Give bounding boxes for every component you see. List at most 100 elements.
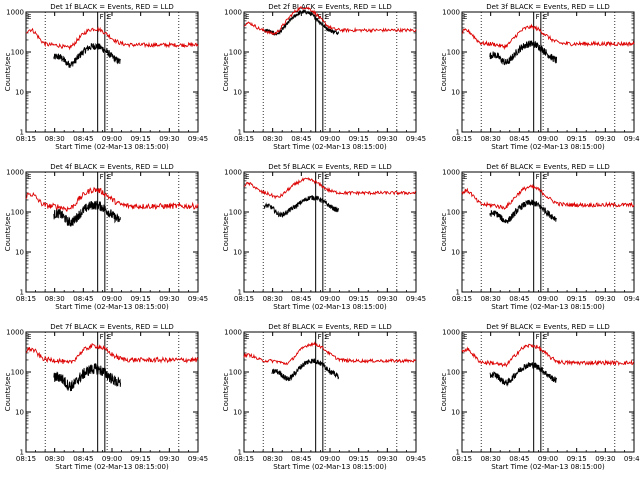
x-tick-label: 09:30 [595,455,615,463]
series-events [53,363,122,392]
x-tick-label: 08:30 [263,295,283,303]
y-tick-label: 100 [229,209,242,217]
flag-label-e: E [27,13,31,21]
y-axis-label: Counts/sec [222,373,230,412]
x-axis-label: Start Time (02-Mar-13 08:15:00) [273,143,387,151]
x-tick-label: 09:15 [567,455,587,463]
x-tick-label: 09:00 [320,295,340,303]
x-axis-label: Start Time (02-Mar-13 08:15:00) [55,143,169,151]
y-tick-label: 1 [20,129,24,137]
y-tick-label: 100 [229,369,242,377]
panel-det-2: Det 2f BLACK = Events, RED = LLD 08:15 08:… [222,3,426,151]
flag-label-f: F [536,13,540,21]
panel-title: Det 9f BLACK = Events, RED = LLD [486,323,609,331]
x-tick-label: 09:45 [624,135,640,143]
y-tick-label: 100 [11,49,24,57]
x-tick-label: 09:15 [131,295,151,303]
series-events [53,43,121,68]
x-tick-label: 09:45 [406,455,426,463]
y-tick-label: 100 [229,49,242,57]
plot-frame [25,11,199,133]
x-tick-label: 09:30 [377,135,397,143]
x-tick-label: 09:30 [377,455,397,463]
x-tick-label: 09:45 [188,295,208,303]
y-tick-label: 1000 [224,9,242,17]
panel-title: Det 2f BLACK = Events, RED = LLD [268,3,391,11]
panel-det-8: Det 8f BLACK = Events, RED = LLD 08:15 08:… [222,323,426,471]
x-tick-label: 08:45 [509,295,529,303]
y-tick-label: 1000 [442,169,460,177]
x-tick-label: 09:30 [159,135,179,143]
flag-label-e: E [27,333,31,341]
x-tick-label: 09:15 [567,295,587,303]
x-tick-label: 08:30 [45,455,65,463]
panel-title: Det 8f BLACK = Events, RED = LLD [268,323,391,331]
x-tick-label: 09:45 [188,135,208,143]
flag-label-e: E [325,13,329,21]
flag-label-e: E [463,13,467,21]
x-tick-label: 08:30 [481,135,501,143]
x-tick-label: 09:45 [406,135,426,143]
y-tick-label: 10 [451,89,460,97]
series-lld [243,177,417,200]
x-tick-label: 09:45 [624,295,640,303]
x-tick-label: 09:30 [159,295,179,303]
x-tick-label: 09:45 [188,455,208,463]
y-tick-label: 1 [456,129,460,137]
x-tick-label: 08:45 [291,295,311,303]
x-tick-label: 08:45 [73,455,93,463]
panel-det-7: Det 7f BLACK = Events, RED = LLD 08:15 08:… [4,323,208,471]
x-tick-label: 08:15 [16,295,36,303]
x-tick-label: 09:30 [159,455,179,463]
series-events [271,358,340,382]
series-events [263,195,340,218]
panel-title: Det 7f BLACK = Events, RED = LLD [50,323,173,331]
x-tick-label: 09:00 [538,455,558,463]
x-tick-label: 08:45 [509,135,529,143]
series-events [489,40,558,66]
flag-label-e: E [325,173,329,181]
plot-frame [461,331,635,453]
x-tick-label: 08:45 [73,295,93,303]
panel-title: Det 6f BLACK = Events, RED = LLD [486,163,609,171]
x-tick-label: 08:15 [234,455,254,463]
x-tick-label: 09:15 [131,135,151,143]
y-axis-label: Counts/sec [222,213,230,252]
series-lld [25,343,199,365]
y-tick-label: 10 [451,249,460,257]
x-tick-label: 08:45 [509,455,529,463]
x-tick-label: 09:45 [406,295,426,303]
flag-label-f: F [100,173,104,181]
flag-label-e: E [245,173,249,181]
flag-label-e: E [245,333,249,341]
x-tick-label: 08:15 [452,135,472,143]
flag-label-e: E [325,333,329,341]
series-events [489,199,557,224]
x-tick-label: 08:30 [481,295,501,303]
x-axis-label: Start Time (02-Mar-13 08:15:00) [55,463,169,471]
x-axis-label: Start Time (02-Mar-13 08:15:00) [273,303,387,311]
x-tick-label: 09:30 [595,135,615,143]
x-tick-label: 08:15 [452,455,472,463]
x-tick-label: 08:15 [16,455,36,463]
y-tick-label: 100 [447,369,460,377]
y-tick-label: 1 [456,449,460,457]
y-tick-label: 1 [20,289,24,297]
flag-label-e: E [463,173,467,181]
x-tick-label: 08:30 [481,455,501,463]
series-events [489,361,558,387]
y-tick-label: 1000 [6,329,24,337]
y-tick-label: 100 [447,49,460,57]
y-tick-label: 100 [11,369,24,377]
y-tick-label: 10 [15,89,24,97]
x-axis-label: Start Time (02-Mar-13 08:15:00) [491,143,605,151]
plot-frame [243,331,417,453]
x-tick-label: 09:45 [624,455,640,463]
x-tick-label: 08:30 [45,135,65,143]
x-tick-label: 09:30 [377,295,397,303]
flag-label-e: E [543,333,547,341]
y-axis-label: Counts/sec [4,53,12,92]
x-tick-label: 09:00 [102,135,122,143]
y-tick-label: 10 [233,409,242,417]
